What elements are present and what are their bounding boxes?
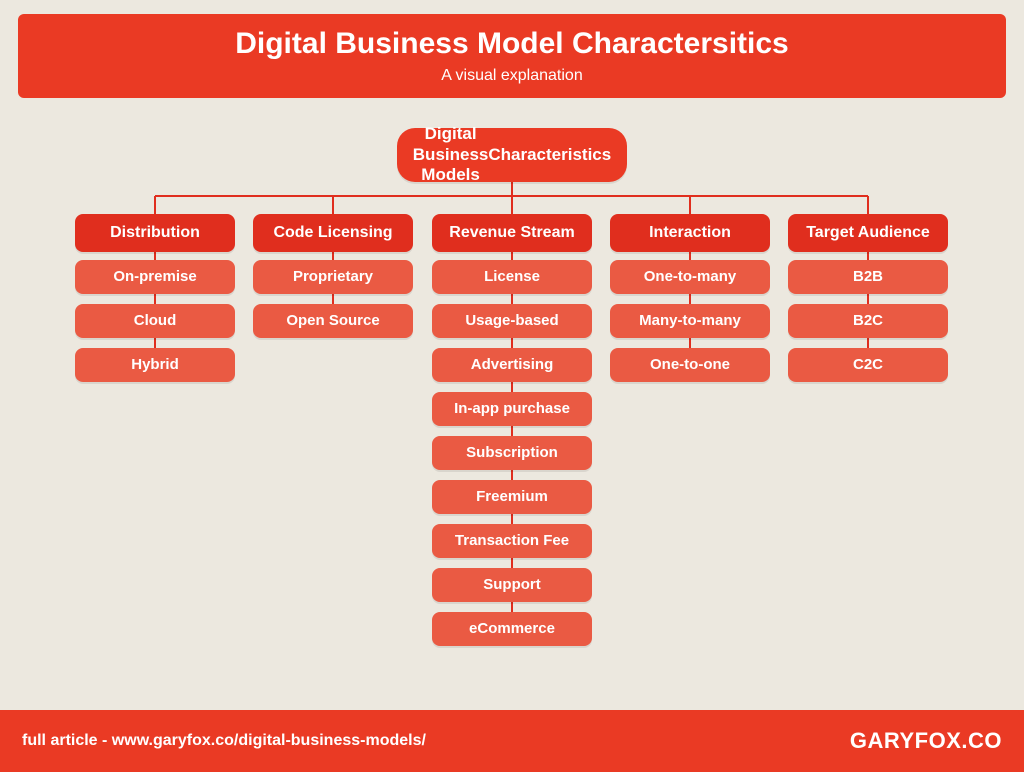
item-advertising: Advertising: [432, 348, 592, 382]
item-in-app-purchase: In-app purchase: [432, 392, 592, 426]
item-open-source: Open Source: [253, 304, 413, 338]
category-code-licensing: Code Licensing: [253, 214, 413, 252]
item-subscription: Subscription: [432, 436, 592, 470]
page-subtitle: A visual explanation: [441, 67, 582, 85]
item-many-to-many: Many-to-many: [610, 304, 770, 338]
item-hybrid: Hybrid: [75, 348, 235, 382]
category-target-audience: Target Audience: [788, 214, 948, 252]
item-support: Support: [432, 568, 592, 602]
item-cloud: Cloud: [75, 304, 235, 338]
footer-banner: full article - www.garyfox.co/digital-bu…: [0, 710, 1024, 772]
item-transaction-fee: Transaction Fee: [432, 524, 592, 558]
category-interaction: Interaction: [610, 214, 770, 252]
root-node: Digital Business ModelsCharacteristics: [397, 128, 627, 182]
footer-article-link: full article - www.garyfox.co/digital-bu…: [22, 732, 426, 750]
item-on-premise: On-premise: [75, 260, 235, 294]
category-revenue-stream: Revenue Stream: [432, 214, 592, 252]
item-ecommerce: eCommerce: [432, 612, 592, 646]
category-distribution: Distribution: [75, 214, 235, 252]
item-proprietary: Proprietary: [253, 260, 413, 294]
diagram-canvas: Digital Business ModelsCharacteristics Di…: [0, 110, 1024, 710]
item-freemium: Freemium: [432, 480, 592, 514]
item-one-to-one: One-to-one: [610, 348, 770, 382]
item-b2b: B2B: [788, 260, 948, 294]
page-title: Digital Business Model Charactersitics: [235, 27, 789, 61]
item-c2c: C2C: [788, 348, 948, 382]
header-banner: Digital Business Model Charactersitics A…: [18, 14, 1006, 98]
item-b2c: B2C: [788, 304, 948, 338]
item-one-to-many: One-to-many: [610, 260, 770, 294]
footer-brand: GARYFOX.CO: [850, 728, 1002, 754]
item-usage-based: Usage-based: [432, 304, 592, 338]
item-license: License: [432, 260, 592, 294]
